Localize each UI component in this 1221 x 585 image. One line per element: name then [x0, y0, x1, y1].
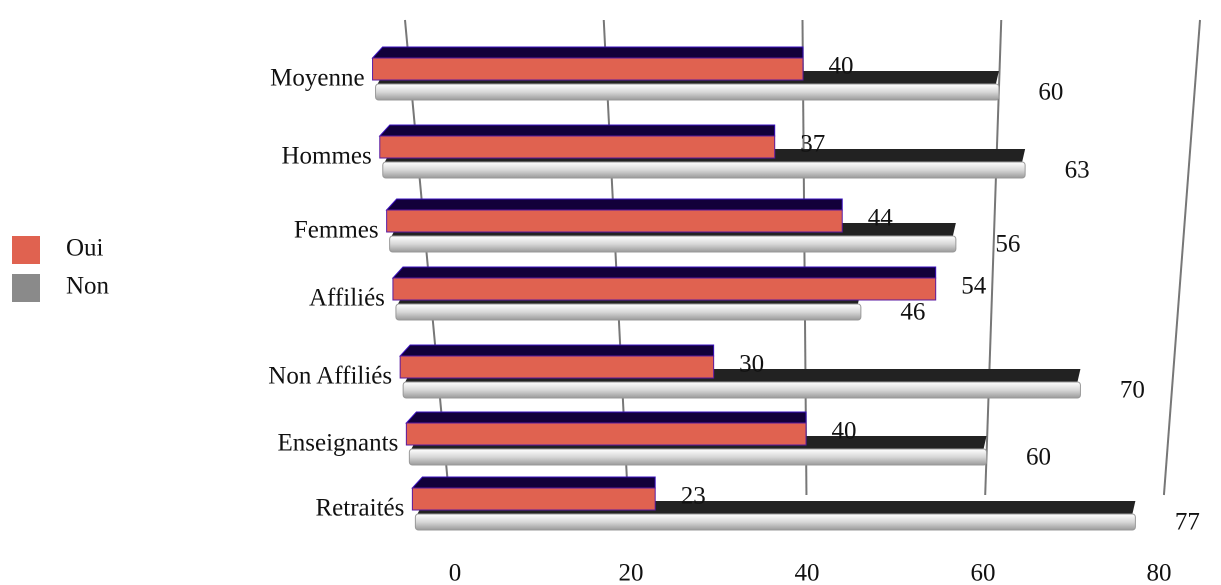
value-label: 40 — [829, 53, 854, 80]
value-label: 77 — [1175, 509, 1200, 536]
x-tick-label: 60 — [971, 560, 996, 585]
bar — [402, 381, 1081, 399]
bar — [382, 161, 1026, 179]
value-label: 23 — [681, 483, 706, 510]
value-label: 46 — [900, 299, 925, 326]
value-label: 70 — [1120, 377, 1145, 404]
y-tick-label: Hommes — [281, 143, 371, 170]
value-label: 30 — [739, 351, 764, 378]
bar — [411, 487, 656, 511]
value-label: 60 — [1026, 444, 1051, 471]
y-tick-label: Retraités — [316, 495, 405, 522]
bar — [399, 355, 715, 379]
bar — [372, 57, 804, 81]
bar — [386, 209, 843, 233]
x-tick-label: 80 — [1147, 560, 1172, 585]
bar-top — [385, 198, 843, 211]
bar-top — [411, 476, 656, 489]
x-tick-label: 40 — [795, 560, 820, 585]
y-tick-label: Non Affiliés — [268, 363, 392, 390]
legend-swatch — [12, 274, 40, 302]
value-label: 37 — [800, 131, 825, 158]
bar — [389, 235, 957, 253]
bar-top — [371, 46, 804, 59]
bar — [408, 448, 988, 466]
value-label: 60 — [1038, 79, 1063, 106]
grid-line — [1162, 19, 1201, 496]
bar — [375, 83, 1000, 101]
y-tick-label: Moyenne — [270, 65, 364, 92]
value-label: 54 — [961, 273, 987, 300]
bar-top — [391, 266, 937, 279]
legend-label: Oui — [66, 235, 104, 262]
bar — [395, 303, 862, 321]
x-tick-label: 0 — [449, 560, 462, 585]
bar-top — [378, 124, 776, 137]
bar — [405, 422, 807, 446]
bar — [414, 513, 1136, 531]
y-tick-label: Enseignants — [278, 430, 399, 457]
value-label: 40 — [832, 418, 857, 445]
bar — [379, 135, 776, 159]
y-tick-label: Femmes — [294, 217, 379, 244]
y-tick-label: Affiliés — [309, 285, 385, 312]
value-label: 56 — [995, 231, 1020, 258]
legend-label: Non — [66, 273, 110, 300]
bar-top — [399, 344, 715, 357]
legend-swatch — [12, 236, 40, 264]
value-label: 44 — [868, 205, 894, 232]
bar-top — [405, 411, 807, 424]
x-tick-label: 20 — [619, 560, 644, 585]
bar — [392, 277, 937, 301]
value-label: 63 — [1065, 157, 1090, 184]
